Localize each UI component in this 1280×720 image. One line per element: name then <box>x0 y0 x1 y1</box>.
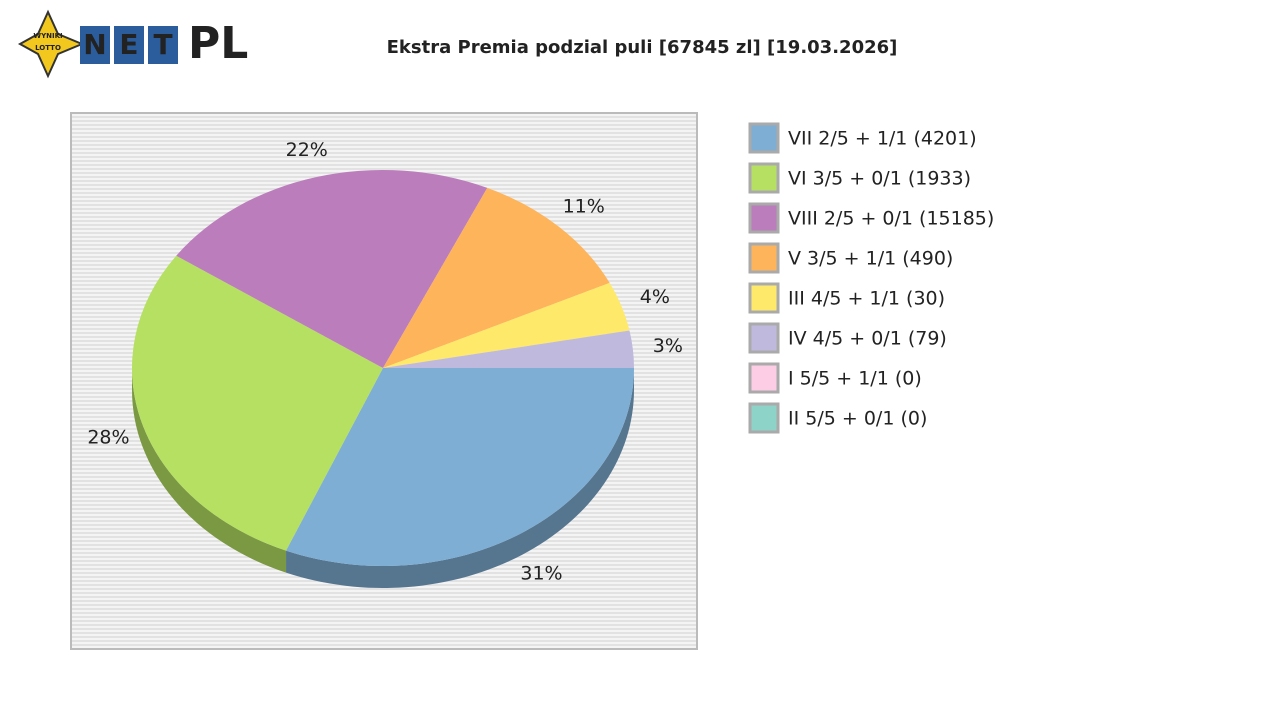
legend-swatch <box>748 202 780 234</box>
legend-label: II 5/5 + 0/1 (0) <box>788 408 927 430</box>
legend-swatch <box>748 362 780 394</box>
data-label: 3% <box>653 335 683 357</box>
legend-swatch <box>748 242 780 274</box>
pie-slice <box>176 169 488 368</box>
data-label: 4% <box>640 286 670 308</box>
pie-slice <box>286 368 634 566</box>
legend-label: V 3/5 + 1/1 (490) <box>788 248 953 270</box>
legend: VII 2/5 + 1/1 (4201) VI 3/5 + 0/1 (1933) V… <box>748 122 994 434</box>
legend-swatch <box>748 122 780 154</box>
logo-letter: T <box>153 28 172 61</box>
logo-pl: PL <box>188 18 248 69</box>
data-label: 31% <box>520 563 562 585</box>
pie-side <box>131 368 287 573</box>
pie: 31% 28% 22% 11% 4% 3% <box>87 139 683 589</box>
logo-letter: E <box>119 28 138 61</box>
data-label: 22% <box>286 139 328 161</box>
logo-badge: LOTTO <box>35 44 61 52</box>
legend-label: III 4/5 + 1/1 (30) <box>788 288 945 310</box>
logo: WYNIKI LOTTO N E T PL <box>17 9 248 79</box>
legend-label: VI 3/5 + 0/1 (1933) <box>788 168 971 190</box>
data-label: 11% <box>563 196 605 218</box>
legend-label: I 5/5 + 1/1 (0) <box>788 368 922 390</box>
chart-title: Ekstra Premia podzial puli [67845 zl] [1… <box>387 37 898 58</box>
legend-swatch <box>748 322 780 354</box>
data-label: 28% <box>87 426 129 448</box>
pie-slice <box>383 330 634 368</box>
legend-swatch <box>748 162 780 194</box>
pie-slice <box>383 187 610 368</box>
legend-swatch <box>748 402 780 434</box>
pie-slice <box>131 255 383 551</box>
legend-label: VII 2/5 + 1/1 (4201) <box>788 128 977 150</box>
legend-label: IV 4/5 + 0/1 (79) <box>788 328 947 350</box>
legend-label: VIII 2/5 + 0/1 (15185) <box>788 208 994 230</box>
pie-slice <box>383 282 630 368</box>
legend-swatch <box>748 282 780 314</box>
logo-letter: N <box>83 28 106 61</box>
logo-badge: WYNIKI <box>33 32 62 40</box>
pie-side <box>286 368 634 589</box>
